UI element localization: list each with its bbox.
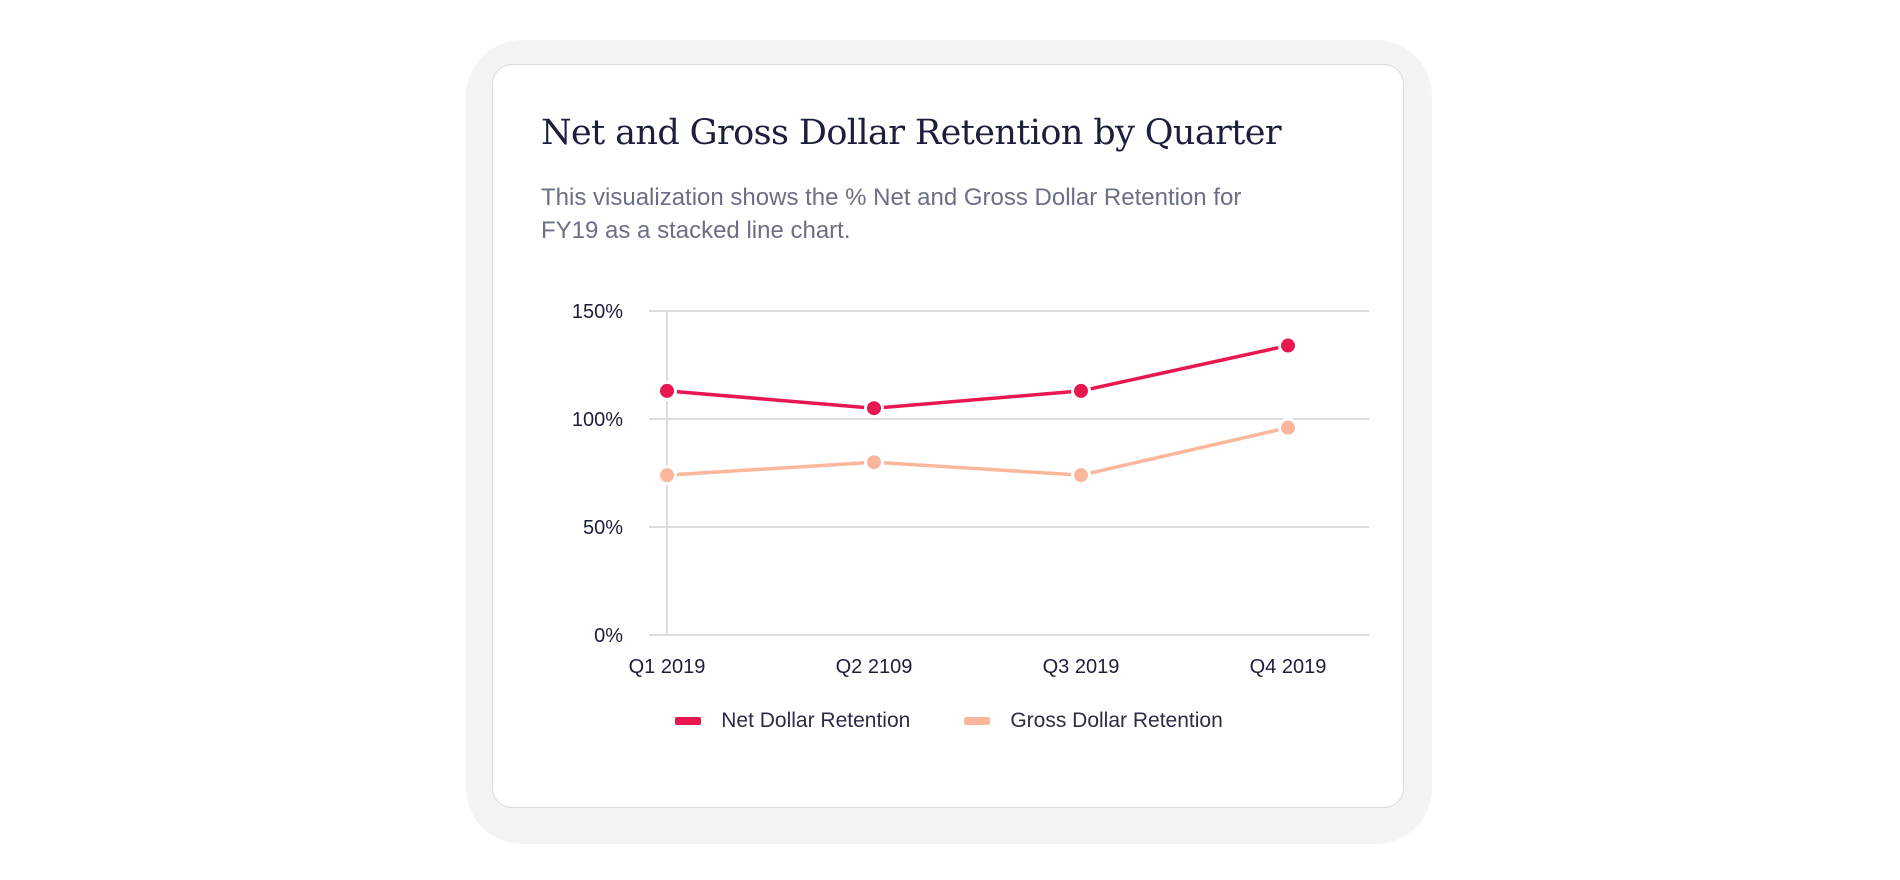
x-tick-label: Q1 2019 [629,656,706,678]
chart-description: This visualization shows the % Net and G… [541,184,1242,244]
legend-label-gross: Gross Dollar Retention [1010,709,1223,732]
series-line-net [665,343,1290,410]
data-point-net [657,380,677,401]
legend-swatch-net [675,717,702,725]
data-point-net [864,398,884,419]
y-tick-label: 150% [572,301,623,323]
data-point-gross [1278,417,1298,438]
x-tick-label: Q3 2019 [1043,656,1120,678]
data-point-net [1278,335,1298,356]
chart-title: Net and Gross Dollar Retention by Quarte… [541,113,1282,153]
data-point-net [1071,380,1091,401]
series-line-gross [665,425,1290,477]
card-frame: Net and Gross Dollar Retention by Quarte… [466,40,1432,844]
legend-item-gross[interactable]: Gross Dollar Retention [964,709,1223,733]
grid-layer [649,310,1369,636]
y-tick-label: 0% [594,625,623,647]
x-tick-label: Q4 2019 [1250,656,1327,678]
series-net [657,335,1298,419]
chart-card: Net and Gross Dollar Retention by Quarte… [492,64,1404,808]
chart-legend: Net Dollar Retention Gross Dollar Retent… [493,709,1405,733]
data-point-gross [1071,465,1091,486]
x-tick-labels: Q1 2019 Q2 2109 Q3 2019 Q4 2019 [629,656,1327,678]
legend-swatch-gross [964,717,991,725]
x-tick-label: Q2 2109 [836,656,913,678]
series-layer [657,335,1298,486]
data-point-gross [657,465,677,486]
legend-label-net: Net Dollar Retention [721,709,911,732]
data-point-gross [864,452,884,473]
y-tick-label: 100% [572,409,623,431]
legend-item-net[interactable]: Net Dollar Retention [675,709,910,733]
y-tick-label: 50% [583,517,623,539]
line-chart: 0% 50% 100% 150% Q1 2019 Q2 2109 Q3 2019 Q4 20… [572,301,1369,678]
y-tick-labels: 0% 50% 100% 150% [572,301,623,647]
series-gross [657,417,1298,486]
